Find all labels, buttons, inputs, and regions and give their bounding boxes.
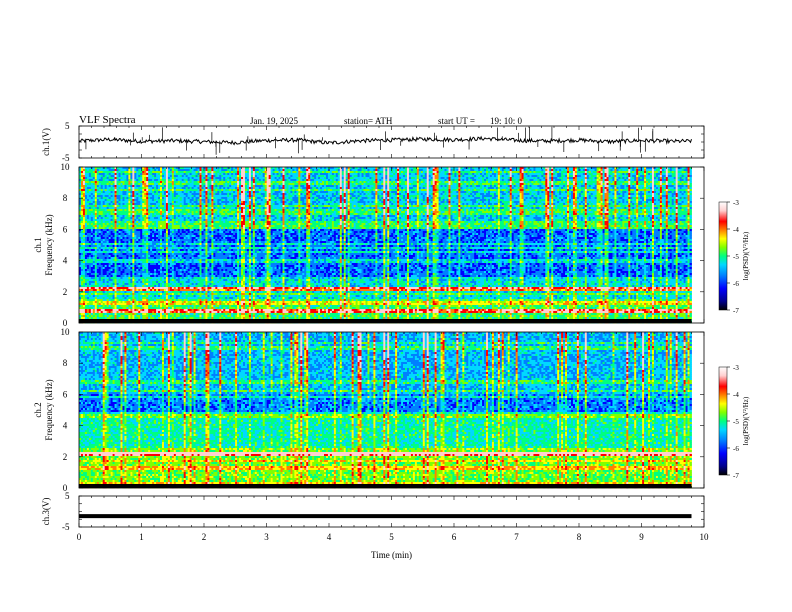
ch3-waveform-ylabel: ch.3(V) <box>41 498 51 526</box>
ch2-spectrogram-ytick-label: 4 <box>63 421 68 431</box>
ch2-spectrogram-ytick-label: 0 <box>63 483 68 493</box>
ch1-spectrogram-ytick-label: 6 <box>63 224 68 234</box>
ch2-spectrogram-colorbar-tick-label: -7 <box>733 472 739 480</box>
x-tick-label: 3 <box>264 532 269 542</box>
ch1-spectrogram-low-band <box>79 319 692 323</box>
ch1-spectrogram-colorbar-tick-label: -4 <box>733 226 739 234</box>
ch1-spectrogram-colorbar-tick-label: -7 <box>733 307 739 315</box>
ch1-spectrogram-channel-label: ch.1 <box>33 237 43 252</box>
ch1-spectrogram-colorbar-tick-label: -6 <box>733 280 739 288</box>
ch1-spectrogram-ytick-label: 0 <box>63 318 68 328</box>
ch3-waveform-ytick-label: -5 <box>62 522 70 532</box>
start-ut-label: start UT = <box>438 116 475 126</box>
ch2-spectrogram-ytick-label: 8 <box>63 358 68 368</box>
x-tick-label: 1 <box>139 532 144 542</box>
ch2-spectrogram-colorbar-tick-label: -3 <box>733 364 739 372</box>
ch2-spectrogram-ytick-label: 2 <box>63 452 68 462</box>
x-tick-label: 6 <box>452 532 457 542</box>
x-tick-label: 10 <box>700 532 710 542</box>
ch1-spectrogram-ytick-label: 4 <box>63 256 68 266</box>
ch1-spectrogram-colorbar <box>718 201 728 311</box>
ch1-spectrogram-ytick-label: 2 <box>63 287 68 297</box>
ch1-waveform-ytick-label: 5 <box>65 121 70 131</box>
ch1-spectrogram-colorbar-tick-label: -3 <box>733 199 739 207</box>
start-ut-value: 19: 10: 0 <box>490 116 522 126</box>
ch2-spectrogram-colorbar-label: log(PSD)(V²/Hz) <box>742 396 750 445</box>
ch1-waveform-trace <box>78 135 692 146</box>
ch3-waveform-ytick-label: 5 <box>65 491 70 501</box>
ch2-spectrogram-colorbar-tick-label: -6 <box>733 445 739 453</box>
ch2-spectrogram-colorbar-tick-label: -4 <box>733 391 739 399</box>
ch1-spectrogram-ytick-label: 10 <box>61 162 71 172</box>
ch1-spectrogram-ylabel: Frequency (kHz) <box>44 214 54 275</box>
station-label: station= ATH <box>344 116 392 126</box>
date-label: Jan. 19, 2025 <box>250 116 298 126</box>
ch2-spectrogram-colorbar-tick-label: -5 <box>733 418 739 426</box>
ch1-waveform-ylabel: ch.1(V) <box>41 128 51 156</box>
ch1-spectrogram-colorbar-label: log(PSD)(V²/Hz) <box>742 231 750 280</box>
x-tick-label: 9 <box>639 532 644 542</box>
ch1-spectrogram-heatmap <box>79 167 692 324</box>
x-tick-label: 2 <box>202 532 207 542</box>
x-tick-label: 8 <box>577 532 582 542</box>
chart-title: VLF Spectra <box>79 114 136 126</box>
ch2-spectrogram-heatmap <box>79 332 692 489</box>
x-tick-label: 7 <box>514 532 519 542</box>
ch1-spectrogram-colorbar-tick-label: -5 <box>733 253 739 261</box>
ch2-spectrogram-low-band <box>79 484 692 488</box>
ch2-spectrogram-channel-label: ch.2 <box>33 402 43 417</box>
ch1-waveform-ytick-label: -5 <box>62 153 70 163</box>
x-tick-label: 4 <box>327 532 332 542</box>
ch2-spectrogram-ytick-label: 10 <box>61 327 71 337</box>
ch1-spectrogram-ytick-label: 8 <box>63 193 68 203</box>
ch3-waveform-frame <box>78 495 705 528</box>
ch2-spectrogram-colorbar <box>718 366 728 476</box>
x-tick-label: 5 <box>389 532 394 542</box>
ch2-spectrogram-ytick-label: 6 <box>63 389 68 399</box>
x-tick-label: 0 <box>77 532 82 542</box>
x-axis-label: Time (min) <box>371 550 412 560</box>
ch2-spectrogram-ylabel: Frequency (kHz) <box>44 379 54 440</box>
